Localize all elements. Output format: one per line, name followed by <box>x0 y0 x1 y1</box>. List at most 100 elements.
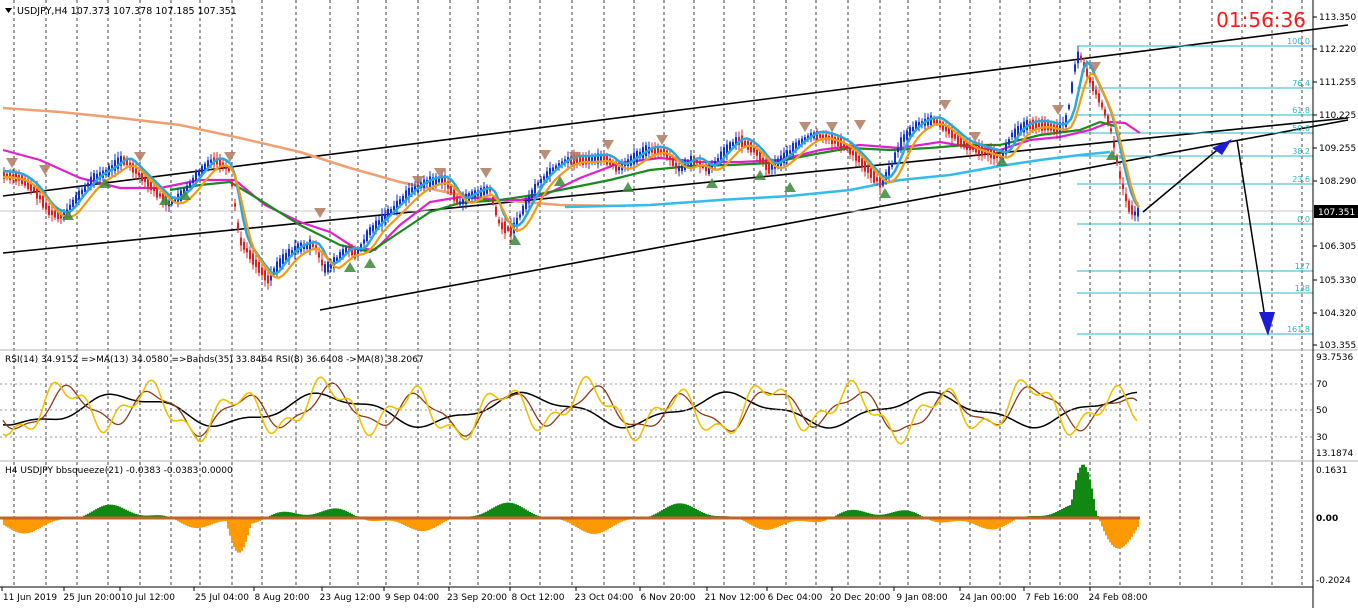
candle-body <box>870 168 872 178</box>
rsi-panel[interactable]: RSI(14) 34.9152 =>MA(13) 34.0580 =>Bands… <box>0 355 1313 445</box>
candle-body <box>615 162 617 172</box>
candle-body <box>6 173 8 178</box>
candle-body <box>204 163 206 171</box>
candle-body <box>117 157 119 169</box>
bbsqueeze-bar <box>241 518 243 551</box>
current-price-marker <box>1314 205 1358 218</box>
bbsqueeze-bar <box>289 512 291 518</box>
bbsqueeze-bar <box>183 518 185 525</box>
candle-body <box>132 163 134 173</box>
price-panel[interactable]: 100.076.461.850.038.223.60.0127138161.8 … <box>0 6 1349 336</box>
channel-upper-line[interactable] <box>2 24 1349 197</box>
bbsqueeze-bar <box>1135 518 1137 531</box>
candle-body <box>366 230 368 242</box>
candle-body <box>600 155 602 161</box>
time-axis[interactable]: 11 Jun 2019 25 Jun 20:00 10 Jul 12:00 25 Ju… <box>1 587 1148 603</box>
bbsqueeze-bar <box>943 518 945 523</box>
bbsqueeze-bar <box>47 518 49 524</box>
candle-body <box>156 186 158 198</box>
bbsqueeze-bar <box>907 510 909 518</box>
fractal-up-icon <box>996 156 1008 166</box>
bbsqueeze-bar <box>1091 488 1093 518</box>
bbsqueeze-bar <box>31 518 33 532</box>
bbsqueeze-bar <box>421 518 423 532</box>
bbsqueeze-bar <box>219 518 221 522</box>
bbsqueeze-bar <box>397 518 399 523</box>
bbsqueeze-bar <box>1099 518 1101 522</box>
candle-body <box>558 163 560 168</box>
candle-body <box>354 247 356 259</box>
candle-body <box>456 197 458 203</box>
bbsqueeze-panel[interactable]: H4 USDJPY bbsqueeze(21) -0.0383 -0.0383 … <box>0 464 1140 553</box>
channel-lower-left-line[interactable] <box>2 117 1349 254</box>
candle-body <box>516 217 518 227</box>
bbsqueeze-bar <box>1055 512 1057 518</box>
rsi-tick-label: 70 <box>1316 380 1328 390</box>
candle-body <box>228 167 230 172</box>
projection-down-arrow-icon <box>1259 312 1275 336</box>
candle-body <box>855 151 857 161</box>
candle-body <box>873 170 875 183</box>
channel-lower-line[interactable] <box>319 119 1349 311</box>
bbsqueeze-bar <box>245 518 247 542</box>
projection-down-line[interactable] <box>1236 139 1266 319</box>
bbsqueeze-bar <box>895 511 897 518</box>
bbsqueeze-bar <box>255 518 257 523</box>
bbsqueeze-bar <box>889 513 891 518</box>
bbsqueeze-bar <box>437 518 439 526</box>
bbsqueeze-bar <box>991 518 993 530</box>
bbsqueeze-bar <box>565 518 567 522</box>
bbsqueeze-bar <box>1075 480 1077 518</box>
fractal-up-icon <box>364 258 376 268</box>
bbsqueeze-bar <box>603 518 605 532</box>
bbsqueeze-bar <box>295 513 297 518</box>
candle-body <box>75 195 77 204</box>
candle-body <box>318 252 320 258</box>
bbsqueeze-bar <box>1011 518 1013 522</box>
bbsqueeze-bar <box>599 518 601 533</box>
bbsqueeze-bar <box>885 514 887 518</box>
bbsqueeze-bar <box>207 518 209 526</box>
bbsqueeze-bar <box>275 513 277 518</box>
rsi-header: RSI(14) 34.9152 =>MA(13) 34.0580 =>Bands… <box>5 355 424 365</box>
bbsqueeze-bar <box>755 518 757 528</box>
projection-up-line[interactable] <box>1142 145 1223 213</box>
candle-body <box>225 165 227 170</box>
candle-body <box>351 248 353 256</box>
candle-body <box>729 142 731 152</box>
candle-body <box>903 134 905 142</box>
fractal-down-icon <box>6 158 18 168</box>
bbsqueeze-bar <box>873 514 875 518</box>
bbsqueeze-bar <box>9 518 11 529</box>
candle-body <box>918 121 920 127</box>
symbol-dropdown-icon[interactable] <box>5 8 12 13</box>
price-tick-label: 108.290 <box>1319 177 1356 187</box>
bbsqueeze-bar <box>325 510 327 518</box>
bbsqueeze-bar <box>41 518 43 527</box>
bbsqueeze-bar <box>319 512 321 518</box>
bbsqueeze-bar <box>499 504 501 518</box>
bbsqueeze-bar <box>99 507 101 518</box>
bbsqueeze-bar <box>683 503 685 518</box>
candle-body <box>891 163 893 167</box>
price-axis[interactable]: 113.350 112.220 111.255 110.225 109.255 108.2… <box>1313 13 1356 351</box>
candle-body <box>219 158 221 169</box>
bbsqueeze-bar <box>133 513 135 518</box>
bbsqueeze-bar <box>947 518 949 523</box>
candle-body <box>201 165 203 175</box>
bbsqueeze-bar <box>785 518 787 524</box>
candle-body <box>81 189 83 195</box>
bbsqueeze-bar <box>307 514 309 518</box>
bbsqueeze-bar <box>935 518 937 523</box>
bbsqueeze-bar <box>409 518 411 528</box>
fib-level-label: 0.0 <box>1297 215 1310 224</box>
candle-body <box>528 196 530 203</box>
bbsqueeze-bar <box>35 518 37 531</box>
candle-body <box>669 156 671 160</box>
candle-body <box>945 126 947 132</box>
candle-body <box>591 157 593 162</box>
bbsqueeze-bar <box>375 518 377 522</box>
bbsqueeze-bar <box>1059 510 1061 518</box>
bbsqueeze-bar <box>13 518 15 531</box>
